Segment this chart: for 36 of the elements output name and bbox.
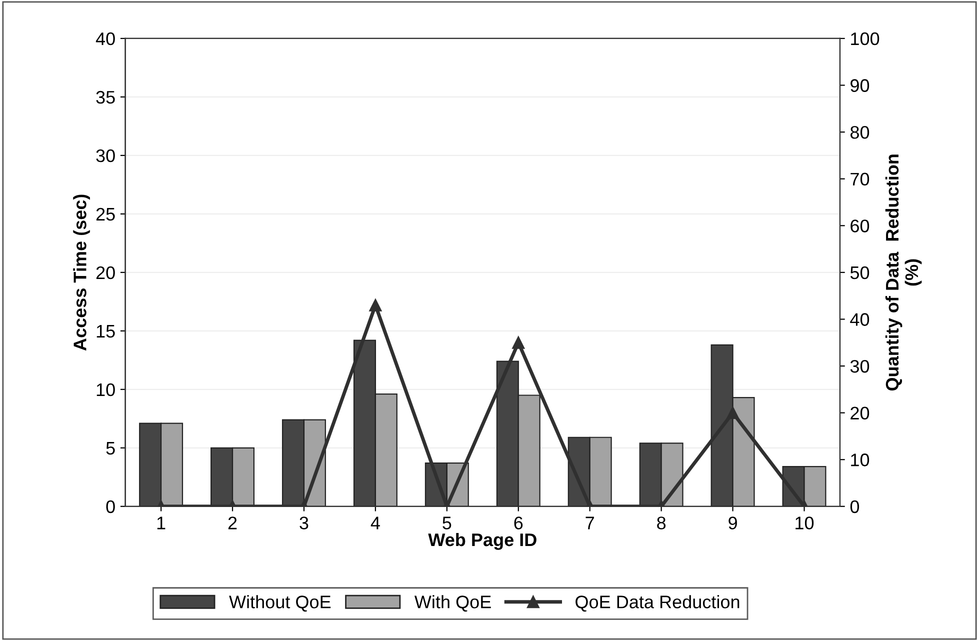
x-tick-label: 9 <box>728 516 737 530</box>
legend-label: With QoE <box>414 595 491 612</box>
y-tick-label: 5 <box>106 442 115 455</box>
y2-tick-label: 0 <box>850 500 860 514</box>
legend-label: QoE Data Reduction <box>576 595 740 612</box>
x-tick-label: 7 <box>586 516 594 530</box>
y-tick-label: 20 <box>96 266 115 280</box>
x-tick-label: 2 <box>228 516 237 530</box>
y2-tick-label: 30 <box>850 360 870 373</box>
y2-tick-label: 70 <box>850 172 870 186</box>
y2-tick-label: 10 <box>851 454 870 466</box>
y2-tick-label: 90 <box>850 79 870 92</box>
y-tick-label: 0 <box>106 500 115 514</box>
y-tick-label: 40 <box>96 32 115 46</box>
x-axis-title: Web Page ID <box>428 532 536 550</box>
x-tick-label: 4 <box>370 516 380 530</box>
y-axis-title: Access Time (sec) <box>73 194 90 351</box>
x-tick-label: 10 <box>796 516 814 530</box>
y2-tick-label: 60 <box>850 220 870 232</box>
y-tick-label: 10 <box>96 383 115 396</box>
y2-axis-title: Quantity of Data Reduction (%) <box>885 154 922 391</box>
x-tick-label: 6 <box>514 516 523 530</box>
y2-tick-label: 50 <box>850 266 870 280</box>
x-tick-label: 5 <box>442 516 452 530</box>
y2-tick-label: 20 <box>850 406 870 420</box>
y2-tick-label: 40 <box>850 313 870 326</box>
legend-label: Without QoE <box>229 595 331 612</box>
y-tick-label: 25 <box>96 208 115 221</box>
y-tick-label: 30 <box>96 149 115 162</box>
y-tick-label: 35 <box>96 90 115 104</box>
y-tick-label: 15 <box>96 325 115 338</box>
x-tick-label: 1 <box>157 516 166 530</box>
x-tick-label: 8 <box>657 516 666 530</box>
y2-tick-label: 80 <box>850 126 870 139</box>
y2-tick-label: 100 <box>851 32 880 46</box>
x-tick-label: 3 <box>300 516 308 530</box>
